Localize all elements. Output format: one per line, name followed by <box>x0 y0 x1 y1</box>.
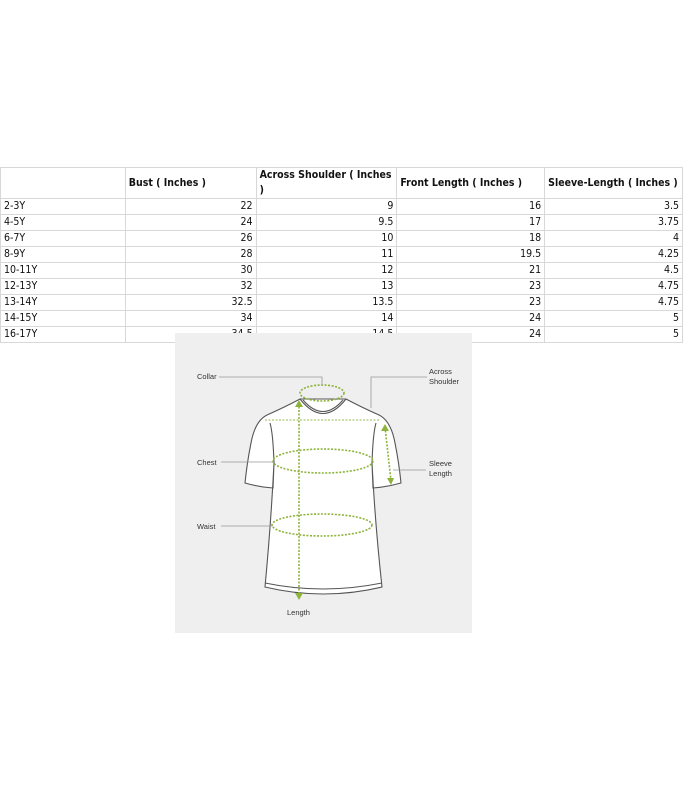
size-cell: 6-7Y <box>0 230 126 247</box>
measurement-cell: 24 <box>124 214 257 231</box>
measurement-cell: 34 <box>124 310 257 327</box>
label-waist: Waist <box>197 522 216 531</box>
label-across-2: Shoulder <box>429 377 460 386</box>
measurement-cell: 16 <box>396 198 546 215</box>
measurement-cell: 9 <box>255 198 398 215</box>
size-cell: 12-13Y <box>0 278 126 295</box>
measurement-cell: 32 <box>124 278 257 295</box>
measurement-cell: 11 <box>255 246 398 263</box>
measurement-cell: 24 <box>396 310 546 327</box>
size-cell: 2-3Y <box>0 198 126 215</box>
measurement-cell: 3.75 <box>544 214 683 231</box>
measurement-cell: 18 <box>396 230 546 247</box>
label-length: Length <box>287 608 310 617</box>
size-cell: 13-14Y <box>0 294 126 311</box>
measurement-diagram: Collar Across Shoulder Chest Sleeve Leng… <box>175 333 472 633</box>
measurement-cell: 32.5 <box>124 294 257 311</box>
label-across-1: Across <box>429 367 452 376</box>
header-across-shoulder: Across Shoulder ( Inches ) <box>255 167 398 199</box>
table-row: 6-7Y 26 10 18 4 <box>0 230 683 247</box>
table-row: 2-3Y 22 9 16 3.5 <box>0 198 683 215</box>
label-sleeve-1: Sleeve <box>429 459 452 468</box>
size-cell: 10-11Y <box>0 262 126 279</box>
table-row: 13-14Y 32.5 13.5 23 4.75 <box>0 294 683 311</box>
table-row: 14-15Y 34 14 24 5 <box>0 310 683 327</box>
label-collar: Collar <box>197 372 217 381</box>
measurement-cell: 13.5 <box>255 294 398 311</box>
measurement-cell: 19.5 <box>396 246 546 263</box>
size-chart-table: Bust ( Inches ) Across Shoulder ( Inches… <box>0 167 683 343</box>
measurement-cell: 3.5 <box>544 198 683 215</box>
measurement-cell: 5 <box>544 326 683 343</box>
tshirt-outline <box>244 398 402 595</box>
size-cell: 4-5Y <box>0 214 126 231</box>
measurement-cell: 26 <box>124 230 257 247</box>
measurement-cell: 23 <box>396 278 546 295</box>
table-row: 10-11Y 30 12 21 4.5 <box>0 262 683 279</box>
measurement-cell: 4.5 <box>544 262 683 279</box>
table-header-row: Bust ( Inches ) Across Shoulder ( Inches… <box>0 167 683 199</box>
label-sleeve-2: Length <box>429 469 452 478</box>
measurement-cell: 5 <box>544 310 683 327</box>
measurement-cell: 28 <box>124 246 257 263</box>
measurement-cell: 14 <box>255 310 398 327</box>
measurement-cell: 22 <box>124 198 257 215</box>
label-chest: Chest <box>197 458 218 467</box>
arrowheads <box>295 400 394 600</box>
tshirt-diagram: Collar Across Shoulder Chest Sleeve Leng… <box>197 367 460 617</box>
measurement-cell: 23 <box>396 294 546 311</box>
measurement-cell: 13 <box>255 278 398 295</box>
measurement-cell: 17 <box>396 214 546 231</box>
header-bust: Bust ( Inches ) <box>124 167 257 199</box>
header-front-length: Front Length ( Inches ) <box>396 167 546 199</box>
table-row: 12-13Y 32 13 23 4.75 <box>0 278 683 295</box>
table-row: 8-9Y 28 11 19.5 4.25 <box>0 246 683 263</box>
size-cell: 8-9Y <box>0 246 126 263</box>
measurement-cell: 4.75 <box>544 278 683 295</box>
measurement-cell: 10 <box>255 230 398 247</box>
label-leaders <box>219 376 427 527</box>
header-sleeve-length: Sleeve-Length ( Inches ) <box>544 167 683 199</box>
measurement-cell: 30 <box>124 262 257 279</box>
measurement-cell: 4 <box>544 230 683 247</box>
chest-measure <box>272 448 374 474</box>
header-size <box>0 167 126 199</box>
measurement-cell: 21 <box>396 262 546 279</box>
size-cell: 14-15Y <box>0 310 126 327</box>
size-cell: 16-17Y <box>0 326 126 343</box>
measurement-cell: 4.75 <box>544 294 683 311</box>
waist-measure <box>271 513 373 537</box>
table-row: 4-5Y 24 9.5 17 3.75 <box>0 214 683 231</box>
measurement-cell: 12 <box>255 262 398 279</box>
measurement-cell: 9.5 <box>255 214 398 231</box>
measurement-cell: 4.25 <box>544 246 683 263</box>
